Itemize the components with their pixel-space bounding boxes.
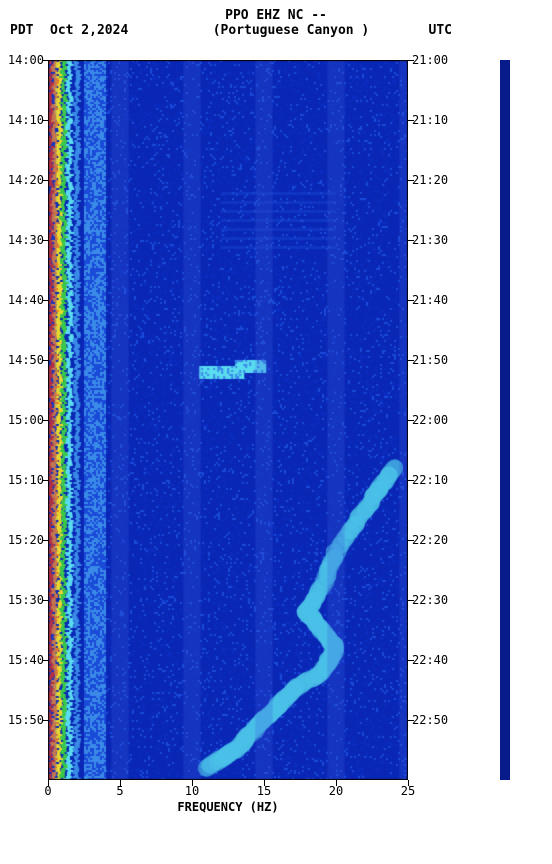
y-tick-right: 21:10 xyxy=(412,113,448,127)
x-tick: 25 xyxy=(401,784,415,798)
y-tick-left: 14:50 xyxy=(8,353,44,367)
y-tick-mark xyxy=(42,300,48,301)
y-tick-mark xyxy=(408,600,414,601)
x-tick: 10 xyxy=(185,784,199,798)
y-tick-mark xyxy=(42,660,48,661)
y-tick-mark xyxy=(42,180,48,181)
y-tick-right: 22:20 xyxy=(412,533,448,547)
y-tick-mark xyxy=(42,600,48,601)
y-tick-mark xyxy=(42,60,48,61)
y-tick-left: 15:40 xyxy=(8,653,44,667)
spectrogram-plot: 14:0014:1014:2014:3014:4014:5015:0015:10… xyxy=(48,60,408,780)
y-tick-mark xyxy=(408,540,414,541)
y-tick-right: 22:10 xyxy=(412,473,448,487)
y-tick-mark xyxy=(408,360,414,361)
y-tick-left: 15:20 xyxy=(8,533,44,547)
y-tick-right: 21:00 xyxy=(412,53,448,67)
y-tick-mark xyxy=(408,60,414,61)
x-tick-mark xyxy=(336,780,337,786)
y-tick-mark xyxy=(408,480,414,481)
y-tick-mark xyxy=(42,360,48,361)
tz-left-label: PDT xyxy=(10,23,50,38)
y-tick-right: 22:00 xyxy=(412,413,448,427)
date-label: Oct 2,2024 xyxy=(50,23,170,38)
y-tick-mark xyxy=(408,720,414,721)
y-tick-left: 15:10 xyxy=(8,473,44,487)
tz-right-label: UTC xyxy=(412,23,452,38)
x-tick-mark xyxy=(264,780,265,786)
y-tick-right: 21:20 xyxy=(412,173,448,187)
x-tick-mark xyxy=(120,780,121,786)
y-tick-right: 22:50 xyxy=(412,713,448,727)
y-tick-left: 15:00 xyxy=(8,413,44,427)
spectrogram-canvas xyxy=(48,60,408,780)
y-tick-right: 21:40 xyxy=(412,293,448,307)
x-tick: 20 xyxy=(329,784,343,798)
y-tick-left: 15:50 xyxy=(8,713,44,727)
x-tick: 15 xyxy=(257,784,271,798)
x-tick: 0 xyxy=(44,784,51,798)
y-tick-mark xyxy=(42,720,48,721)
y-tick-left: 14:10 xyxy=(8,113,44,127)
y-tick-mark xyxy=(42,240,48,241)
y-tick-right: 21:50 xyxy=(412,353,448,367)
y-tick-right: 22:40 xyxy=(412,653,448,667)
y-tick-left: 14:00 xyxy=(8,53,44,67)
header-row: PDT Oct 2,2024 (Portuguese Canyon ) UTC xyxy=(0,23,552,38)
x-tick-mark xyxy=(408,780,409,786)
y-tick-mark xyxy=(42,480,48,481)
y-tick-right: 21:30 xyxy=(412,233,448,247)
x-tick: 5 xyxy=(116,784,123,798)
y-tick-mark xyxy=(42,120,48,121)
y-tick-mark xyxy=(408,180,414,181)
y-tick-right: 22:30 xyxy=(412,593,448,607)
x-tick-mark xyxy=(192,780,193,786)
y-tick-mark xyxy=(408,120,414,121)
y-tick-mark xyxy=(408,660,414,661)
location-label: (Portuguese Canyon ) xyxy=(170,23,412,38)
y-tick-left: 15:30 xyxy=(8,593,44,607)
y-tick-left: 14:20 xyxy=(8,173,44,187)
colorbar xyxy=(500,60,510,780)
y-tick-mark xyxy=(42,420,48,421)
x-tick-mark xyxy=(48,780,49,786)
y-tick-mark xyxy=(408,420,414,421)
y-tick-mark xyxy=(408,240,414,241)
y-tick-left: 14:30 xyxy=(8,233,44,247)
station-line: PPO EHZ NC -- xyxy=(0,0,552,23)
x-axis-label: FREQUENCY (HZ) xyxy=(48,800,408,814)
y-tick-left: 14:40 xyxy=(8,293,44,307)
y-tick-mark xyxy=(408,300,414,301)
y-tick-mark xyxy=(42,540,48,541)
